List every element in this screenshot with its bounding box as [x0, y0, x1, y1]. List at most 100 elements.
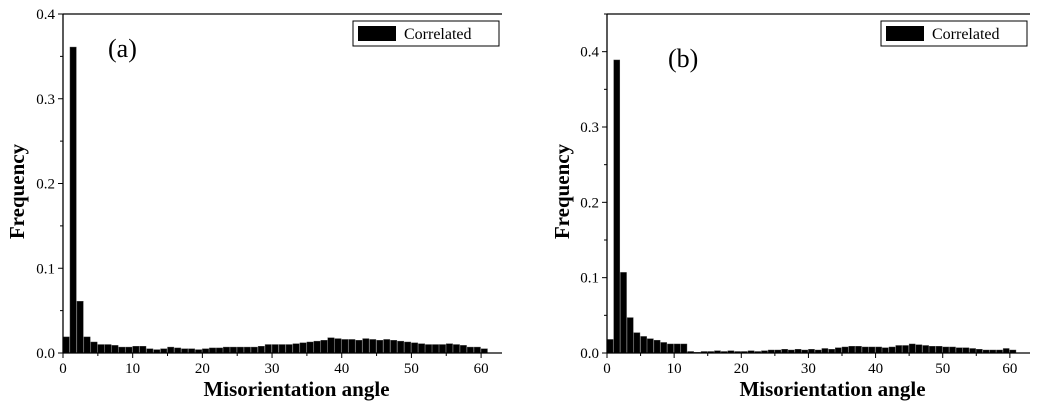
bar	[362, 338, 370, 354]
y-tick-label: 0.3	[36, 92, 55, 108]
bar	[821, 348, 829, 354]
bar	[613, 59, 621, 354]
x-tick-label: 50	[404, 361, 419, 377]
panel-label: (a)	[108, 34, 137, 63]
bar	[418, 343, 425, 354]
legend-swatch	[886, 26, 924, 41]
bar	[383, 339, 391, 354]
bar	[653, 339, 661, 354]
bar	[216, 347, 223, 354]
bar	[640, 336, 647, 354]
bar	[868, 346, 876, 354]
y-tick-label: 0.1	[36, 261, 55, 277]
bar	[647, 338, 654, 354]
bar	[915, 344, 923, 354]
y-tick-label: 0.3	[580, 120, 599, 136]
bar	[69, 46, 77, 354]
bar	[139, 346, 147, 354]
panel-label: (b)	[668, 44, 698, 73]
bar	[118, 346, 126, 354]
bar	[299, 342, 307, 354]
bar	[432, 344, 439, 354]
x-tick-label: 30	[265, 361, 280, 377]
bar	[341, 339, 349, 354]
bar	[62, 336, 70, 354]
bar	[969, 348, 976, 354]
x-axis-title: Misorientation angle	[739, 377, 925, 401]
bar	[626, 317, 634, 354]
bar	[949, 346, 956, 354]
x-tick-label: 0	[603, 361, 611, 377]
bar	[835, 347, 842, 354]
bar	[257, 346, 265, 354]
bar	[606, 339, 614, 354]
bar	[76, 301, 84, 354]
bar	[313, 340, 321, 354]
bar	[425, 344, 432, 354]
legend: Correlated	[880, 20, 1028, 47]
x-tick-label: 0	[59, 361, 67, 377]
chart-panel-b: 0 10 20 30 40 50 60 0.0 0.1 0.2 0.3 0.4 Misorientati…	[550, 13, 1030, 401]
bar	[250, 346, 258, 354]
bar	[327, 337, 335, 354]
y-tick-label: 0.1	[580, 271, 599, 287]
bar	[355, 340, 363, 354]
bar	[955, 347, 963, 354]
bar	[855, 346, 862, 354]
bar	[404, 341, 412, 354]
x-tick-label: 60	[474, 361, 489, 377]
x-tick-label: 20	[734, 361, 749, 377]
bar	[397, 340, 405, 354]
bar	[104, 344, 112, 354]
bar	[929, 346, 936, 354]
x-tick-label: 40	[868, 361, 883, 377]
bar	[942, 346, 950, 354]
bar	[1002, 348, 1010, 354]
bar	[223, 346, 230, 354]
y-tick-label: 0.4	[36, 7, 55, 23]
bar	[922, 345, 929, 354]
bar	[620, 272, 627, 354]
x-tick-label: 10	[667, 361, 682, 377]
bar	[848, 346, 856, 354]
bar	[680, 343, 688, 354]
bar	[861, 346, 869, 354]
bar	[209, 347, 216, 354]
bars	[62, 46, 488, 354]
bar	[459, 345, 467, 354]
bar	[97, 344, 105, 354]
chart-panel-a: 0 10 20 30 40 50 60 0.0 0.1 0.2 0.3 0.4 Misorientati…	[5, 7, 502, 401]
bar	[446, 343, 453, 354]
bar	[237, 346, 244, 354]
bar	[320, 340, 328, 354]
x-tick-label: 20	[195, 361, 210, 377]
bar	[90, 341, 98, 354]
bar	[132, 346, 140, 354]
bar	[895, 345, 903, 354]
bar	[376, 340, 384, 354]
bar	[888, 346, 896, 354]
bar	[83, 336, 91, 354]
bar	[230, 346, 237, 354]
bar	[633, 332, 641, 354]
bar	[167, 346, 175, 354]
bar	[667, 343, 674, 354]
bar	[125, 346, 133, 354]
bar	[285, 344, 293, 354]
bar	[243, 346, 251, 354]
bar	[334, 338, 342, 354]
y-tick-label: 0.2	[580, 195, 599, 211]
x-axis-title: Misorientation angle	[203, 377, 389, 401]
y-tick-label: 0.0	[580, 346, 599, 362]
y-tick-label: 0.4	[580, 45, 599, 61]
legend-label: Correlated	[932, 26, 1000, 43]
bar	[174, 347, 182, 354]
x-tick-label: 50	[935, 361, 950, 377]
bar	[902, 345, 909, 354]
bar	[875, 346, 882, 354]
bar	[439, 344, 446, 354]
bars	[606, 59, 1017, 354]
legend: Correlated	[352, 20, 500, 47]
bar	[306, 341, 314, 354]
